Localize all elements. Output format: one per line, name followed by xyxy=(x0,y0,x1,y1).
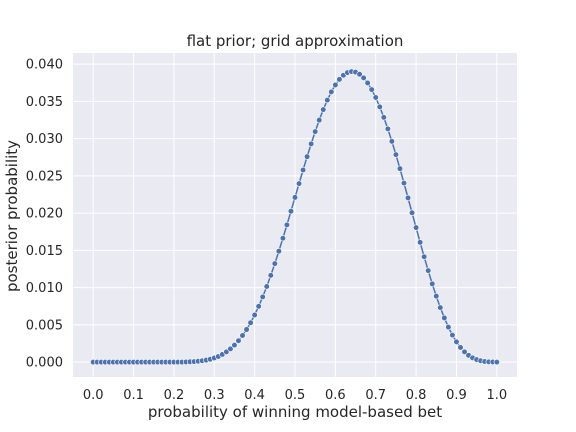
data-point xyxy=(376,103,383,110)
y-tick-label: 0.040 xyxy=(26,58,63,73)
y-tick-label: 0.035 xyxy=(26,95,63,110)
data-point xyxy=(332,81,339,89)
y-tick-label: 0.015 xyxy=(26,244,63,259)
data-point xyxy=(404,194,412,201)
grid xyxy=(73,53,517,377)
x-axis-label: probability of winning model-based bet xyxy=(148,403,442,421)
data-point xyxy=(247,319,254,326)
chart-title: flat prior; grid approximation xyxy=(187,32,404,50)
data-point xyxy=(295,180,303,187)
data-point xyxy=(299,166,307,174)
x-tick-label: 0.4 xyxy=(244,388,265,403)
data-point xyxy=(312,128,319,135)
x-tick-label: 0.0 xyxy=(83,388,104,403)
y-tick-label: 0.030 xyxy=(26,132,63,147)
data-point xyxy=(308,140,315,147)
x-tick-label: 0.1 xyxy=(123,388,144,403)
data-point xyxy=(304,153,311,160)
data-point xyxy=(235,337,242,344)
data-point xyxy=(417,239,424,246)
data-point xyxy=(457,344,464,351)
data-point xyxy=(259,293,266,300)
data-point xyxy=(360,74,367,81)
series-layer xyxy=(90,68,500,366)
data-point xyxy=(324,97,331,104)
data-point xyxy=(283,221,291,228)
data-point xyxy=(271,260,278,267)
x-tick-label: 0.7 xyxy=(365,388,386,403)
data-point xyxy=(255,303,262,310)
data-point xyxy=(384,125,391,132)
x-tick-label: 0.9 xyxy=(446,388,467,403)
x-tick-label: 1.0 xyxy=(486,388,507,403)
data-point xyxy=(356,71,363,78)
data-point xyxy=(408,209,416,216)
data-point xyxy=(231,342,238,349)
data-point xyxy=(429,280,436,287)
y-tick-label: 0.010 xyxy=(26,281,63,296)
data-point xyxy=(396,165,404,172)
y-tick-label: 0.000 xyxy=(26,356,63,371)
data-point xyxy=(223,348,230,355)
data-point xyxy=(493,359,500,366)
y-axis-label: posterior probability xyxy=(3,140,21,292)
data-point xyxy=(267,272,274,279)
data-point xyxy=(275,248,282,255)
data-point xyxy=(412,224,420,231)
data-point xyxy=(392,151,400,158)
data-point xyxy=(400,180,408,187)
data-point xyxy=(433,293,440,300)
data-point xyxy=(380,114,387,121)
x-axis: 0.0 0.1 0.2 0.3 0.4 0.5 0.6 0.7 0.8 0.9 1.0 xyxy=(83,388,507,403)
data-point xyxy=(461,348,468,355)
x-tick-label: 0.3 xyxy=(204,388,225,403)
y-axis: 0.000 0.005 0.010 0.015 0.020 0.025 0.030 0.035… xyxy=(26,58,63,371)
y-tick-label: 0.025 xyxy=(26,169,63,184)
data-point xyxy=(227,345,234,352)
x-tick-label: 0.2 xyxy=(164,388,185,403)
y-tick-label: 0.005 xyxy=(26,318,63,333)
data-point xyxy=(328,88,335,95)
data-point xyxy=(316,117,323,124)
data-point xyxy=(437,304,444,311)
data-point xyxy=(287,208,295,215)
data-point xyxy=(279,235,286,242)
x-tick-label: 0.5 xyxy=(285,388,306,403)
data-point xyxy=(368,86,375,93)
y-tick-label: 0.020 xyxy=(26,207,63,222)
data-point xyxy=(243,326,250,333)
x-tick-label: 0.8 xyxy=(406,388,427,403)
data-point xyxy=(263,283,270,290)
data-point xyxy=(364,79,371,87)
data-point xyxy=(441,314,448,322)
data-point xyxy=(421,253,428,260)
data-point xyxy=(388,138,395,145)
data-point xyxy=(291,194,299,201)
data-point xyxy=(336,76,343,83)
x-tick-label: 0.6 xyxy=(325,388,346,403)
data-point xyxy=(251,311,258,319)
data-point xyxy=(449,332,456,339)
data-point xyxy=(445,323,452,331)
data-point xyxy=(372,94,379,101)
data-point xyxy=(425,267,432,274)
data-point xyxy=(239,332,246,339)
data-point xyxy=(453,338,460,346)
data-point xyxy=(320,106,327,113)
